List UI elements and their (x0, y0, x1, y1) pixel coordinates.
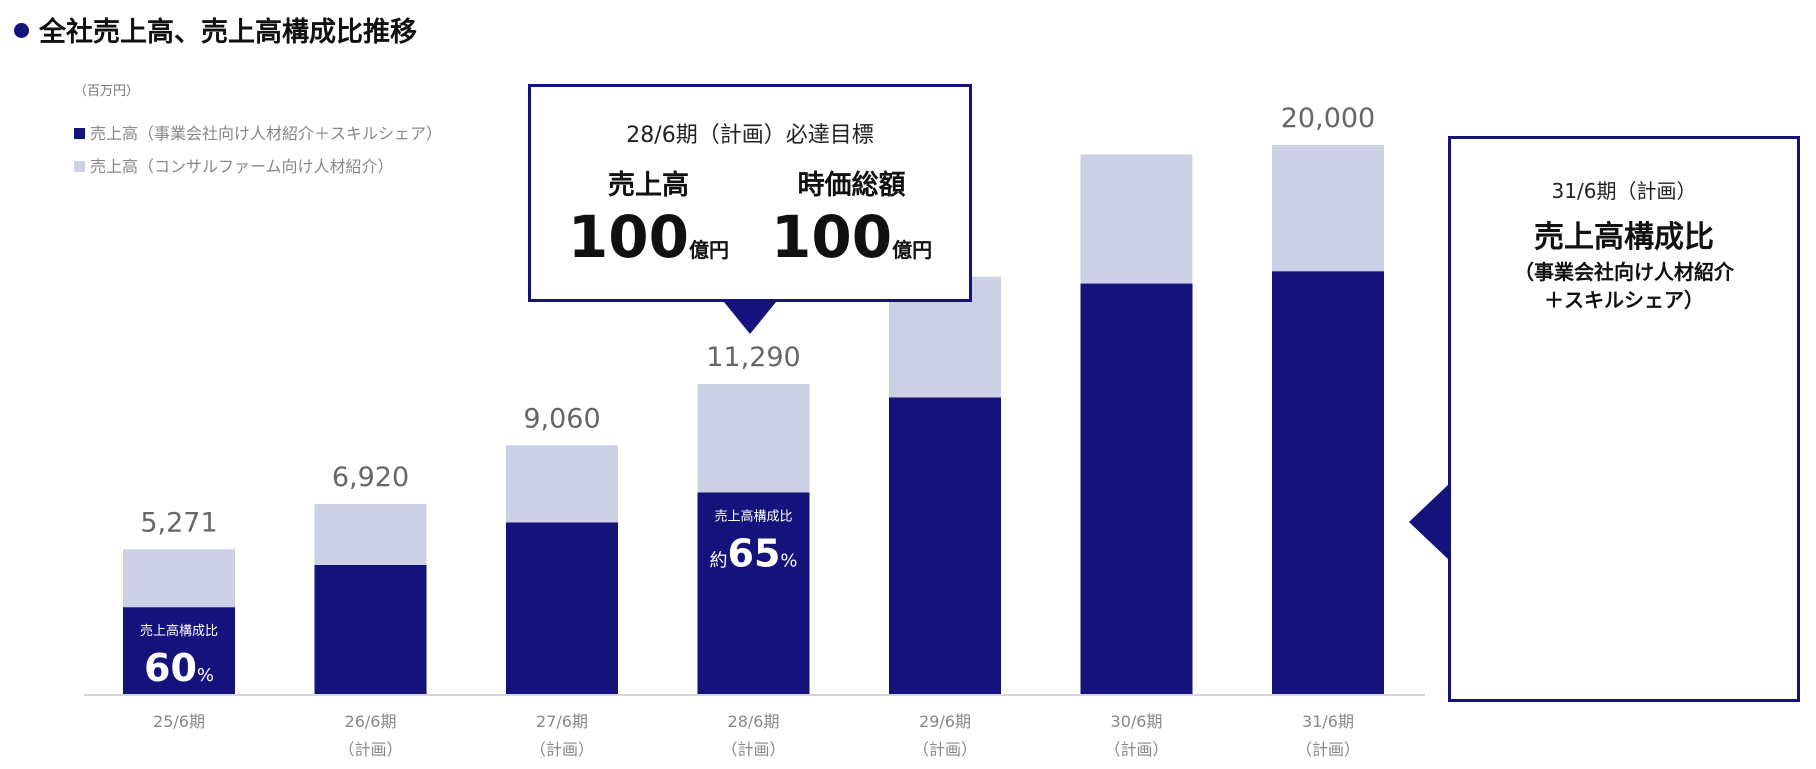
total-label-0: 5,271 (140, 507, 217, 538)
bar-annotation-prefix-3: 約 (710, 550, 728, 571)
bar-annotation-suffix-3: % (780, 550, 797, 571)
bar-annotation-suffix-0: % (197, 665, 214, 686)
x-tick-label-6: 31/6期 (1302, 712, 1354, 731)
legend-label-secondary: 売上高（コンサルファーム向け人材紹介） (90, 157, 394, 176)
x-tick-label-4: 29/6期 (919, 712, 971, 731)
unit-label: （百万円） (74, 84, 140, 99)
legend-swatch-secondary (74, 161, 85, 172)
legend-swatch-primary (74, 128, 85, 139)
pie-subheading: （事業会社向け人材紹介 ＋スキルシェア） (1451, 258, 1797, 314)
title-bullet-icon (14, 23, 29, 38)
pie-subheading-line2: ＋スキルシェア） (1544, 288, 1704, 312)
bar-annotation-label-0: 売上高構成比 (140, 623, 218, 639)
callout-pointer-icon (724, 302, 776, 334)
callout-revenue-unit: 億円 (689, 238, 729, 262)
legend-label-primary: 売上高（事業会社向け人材紹介＋スキルシェア） (90, 124, 443, 143)
callout-market-cap-label: 時価総額 (797, 170, 906, 201)
x-tick-sublabel-1: （計画） (338, 740, 402, 759)
legend-item-primary: 売上高（事業会社向け人材紹介＋スキルシェア） (74, 120, 442, 144)
bar-annotation-number-3: 65 (728, 531, 781, 575)
x-tick-sublabel-6: （計画） (1296, 740, 1360, 759)
bar-primary-0 (123, 607, 235, 694)
bar-primary-5 (1080, 283, 1193, 694)
total-label-6: 20,000 (1281, 103, 1375, 134)
bar-primary-3 (697, 492, 810, 694)
x-tick-label-3: 28/6期 (728, 712, 780, 731)
target-callout: 28/6期（計画）必達目標 売上高 100億円 時価総額 100億円 (528, 84, 972, 302)
callout-revenue: 売上高 100億円 (568, 163, 729, 266)
bar-secondary-3 (697, 384, 810, 493)
bar-secondary-5 (1080, 154, 1193, 284)
bar-annotation-label-3: 売上高構成比 (714, 508, 792, 524)
composition-panel: 31/6期（計画） 売上高構成比 （事業会社向け人材紹介 ＋スキルシェア） (1448, 136, 1800, 702)
pie-period: 31/6期（計画） (1551, 179, 1697, 203)
bar-secondary-2 (506, 445, 618, 523)
pie-panel-pointer-icon (1409, 484, 1449, 560)
callout-market-cap-number: 100 (771, 203, 893, 271)
x-tick-sublabel-5: （計画） (1104, 740, 1168, 759)
bar-primary-1 (314, 564, 427, 694)
x-tick-label-0: 25/6期 (153, 712, 205, 731)
bar-primary-2 (506, 522, 618, 694)
bar-primary-6 (1272, 271, 1384, 694)
callout-revenue-number: 100 (567, 203, 689, 271)
callout-period: 28/6期（計画）必達目標 (626, 123, 874, 148)
bar-annotation-value-3: 約65% (710, 531, 798, 575)
x-tick-sublabel-4: （計画） (913, 740, 977, 759)
callout-revenue-value: 100億円 (568, 208, 729, 266)
legend-item-secondary: 売上高（コンサルファーム向け人材紹介） (74, 153, 394, 177)
bar-annotation-value-0: 60% (144, 646, 214, 690)
callout-market-cap-value: 100億円 (771, 208, 932, 266)
bar-secondary-6 (1272, 144, 1384, 272)
x-tick-label-1: 26/6期 (345, 712, 397, 731)
bar-annotation-number-0: 60 (144, 646, 197, 690)
callout-market-cap-unit: 億円 (892, 238, 933, 262)
page-title: 全社売上高、売上高構成比推移 (14, 10, 417, 49)
total-label-1: 6,920 (332, 462, 409, 493)
x-tick-sublabel-3: （計画） (721, 740, 785, 759)
total-label-3: 11,290 (706, 342, 800, 373)
page-title-text: 全社売上高、売上高構成比推移 (39, 17, 417, 48)
bar-secondary-0 (123, 549, 235, 608)
pie-heading: 売上高構成比 (1534, 220, 1714, 255)
total-label-2: 9,060 (523, 403, 600, 434)
callout-revenue-label: 売上高 (607, 170, 689, 201)
x-tick-sublabel-2: （計画） (530, 740, 594, 759)
x-tick-label-2: 27/6期 (536, 712, 588, 731)
pie-subheading-line1: （事業会社向け人材紹介 (1514, 260, 1734, 284)
bar-primary-4 (889, 397, 1001, 694)
bar-secondary-1 (314, 504, 427, 565)
x-tick-label-5: 30/6期 (1111, 712, 1163, 731)
callout-market-cap: 時価総額 100億円 (771, 163, 932, 266)
